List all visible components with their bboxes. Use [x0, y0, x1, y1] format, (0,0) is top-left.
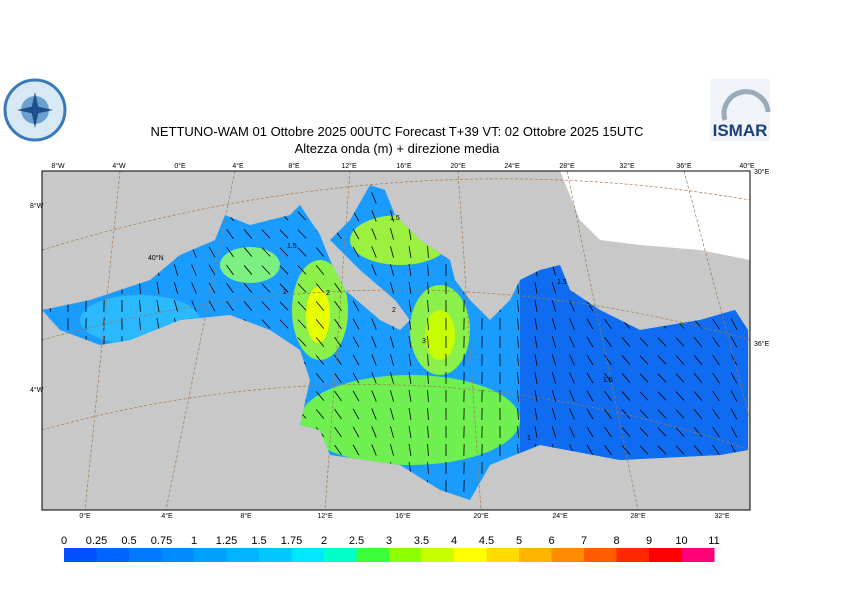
- legend-label: 2.5: [349, 535, 364, 547]
- legend-label: 1.5: [251, 535, 266, 547]
- logo-text: ISMAR: [713, 121, 768, 140]
- label-left: 8°W: [30, 202, 44, 210]
- label-left: 4°W: [30, 386, 44, 394]
- legend-swatch: [259, 548, 292, 562]
- lon-label-top: 36°E: [676, 162, 692, 170]
- legend-label: 3.5: [414, 535, 429, 547]
- legend-label: 8: [613, 535, 619, 547]
- logo-right: ISMAR: [710, 79, 770, 141]
- contour-label: 1: [527, 435, 531, 442]
- legend-label: 1.75: [281, 535, 302, 547]
- legend-swatch: [292, 548, 325, 562]
- lon-label-top: 8°W: [51, 162, 65, 170]
- lon-label-top: 0°E: [174, 162, 186, 170]
- lon-label-bottom: 4°E: [161, 512, 173, 520]
- contour-label: 2: [326, 290, 330, 297]
- contour-label: 2: [283, 289, 287, 296]
- label-right: 36°E: [754, 340, 770, 348]
- lon-label-bottom: 32°E: [714, 512, 730, 520]
- legend-label: 4.5: [479, 535, 494, 547]
- legend-label: 1: [191, 535, 197, 547]
- contour-label: 1.5: [603, 377, 613, 384]
- lat-label: 40°N: [148, 254, 164, 262]
- legend-label: 0.25: [86, 535, 107, 547]
- legend-label: 0: [61, 535, 67, 547]
- legend-swatch: [584, 548, 617, 562]
- lon-label-bottom: 24°E: [552, 512, 568, 520]
- legend-swatch: [357, 548, 390, 562]
- lon-label-top: 8°E: [288, 162, 300, 170]
- title: NETTUNO-WAM 01 Ottobre 2025 00UTC Foreca…: [150, 124, 643, 139]
- lon-label-bottom: 8°E: [240, 512, 252, 520]
- legend-swatch: [422, 548, 455, 562]
- legend-label: 1.25: [216, 535, 237, 547]
- legend-label: 9: [646, 535, 652, 547]
- legend-label: 0.75: [151, 535, 172, 547]
- legend-swatch: [64, 548, 97, 562]
- lon-label-top: 4°W: [112, 162, 126, 170]
- legend-label: 10: [675, 535, 687, 547]
- label-right: 30°E: [754, 168, 770, 176]
- legend-swatch: [454, 548, 487, 562]
- legend-label: 7: [581, 535, 587, 547]
- contour-label: 1.5: [390, 215, 400, 222]
- legend-label: 0.5: [121, 535, 136, 547]
- legend-swatch: [162, 548, 195, 562]
- lon-label-bottom: 20°E: [473, 512, 489, 520]
- lon-label-top: 28°E: [559, 162, 575, 170]
- lon-label-bottom: 16°E: [395, 512, 411, 520]
- legend-swatch: [194, 548, 227, 562]
- lon-label-top: 40°E: [739, 162, 755, 170]
- lon-label-top: 16°E: [396, 162, 412, 170]
- lon-label-top: 20°E: [450, 162, 466, 170]
- lon-label-bottom: 28°E: [630, 512, 646, 520]
- lon-label-top: 12°E: [341, 162, 357, 170]
- lon-label-bottom: 12°E: [317, 512, 333, 520]
- legend-swatch: [552, 548, 585, 562]
- contour-label: 3: [422, 338, 426, 345]
- lon-label-top: 24°E: [504, 162, 520, 170]
- legend-swatch: [324, 548, 357, 562]
- lon-label-bottom: 0°E: [79, 512, 91, 520]
- lon-label-top: 4°E: [232, 162, 244, 170]
- legend-label: 5: [516, 535, 522, 547]
- legend-swatch: [227, 548, 260, 562]
- lon-label-top: 32°E: [619, 162, 635, 170]
- legend-swatch: [617, 548, 650, 562]
- legend-label: 3: [386, 535, 392, 547]
- logo-left: [5, 80, 65, 140]
- contour-label: 2: [392, 307, 396, 314]
- legend-swatch: [519, 548, 552, 562]
- map: [42, 171, 760, 510]
- contour-label: 1.5: [287, 243, 297, 250]
- contour-label: 1.5: [557, 279, 567, 286]
- legend-label: 2: [321, 535, 327, 547]
- legend-swatch: [129, 548, 162, 562]
- legend-swatch: [682, 548, 715, 562]
- legend-label: 6: [548, 535, 554, 547]
- legend-label: 4: [451, 535, 457, 547]
- legend-swatch: [649, 548, 682, 562]
- legend-swatch: [97, 548, 130, 562]
- subtitle: Altezza onda (m) + direzione media: [295, 141, 501, 156]
- legend-swatch: [389, 548, 422, 562]
- legend-swatch: [487, 548, 520, 562]
- legend-label: 11: [708, 535, 719, 547]
